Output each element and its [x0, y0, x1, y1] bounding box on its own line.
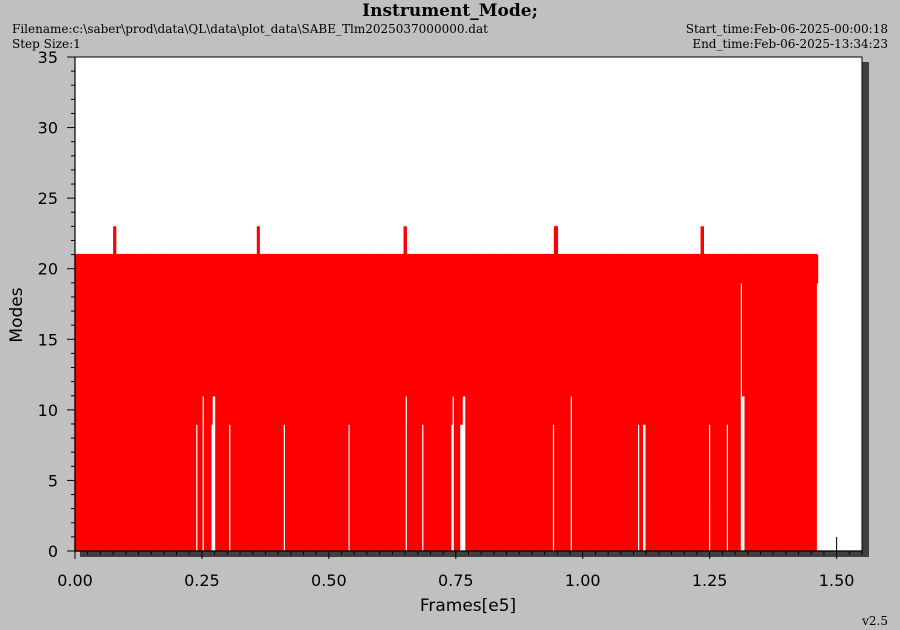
y-tick-label: 10: [38, 401, 58, 420]
chart-title: Instrument_Mode;: [362, 1, 538, 21]
series-line: [74, 225, 819, 552]
y-tick-label: 30: [38, 119, 58, 138]
series-peak-4: [700, 226, 704, 255]
x-axis-title: Frames[e5]: [420, 596, 516, 616]
axes-layer: 0.00 0.25 0.50 0.75 1.00 1.25 1.50 0 5 10 15 20 25 30…: [38, 48, 863, 590]
y-tick-label: 25: [38, 189, 58, 208]
y-tick-label: 15: [38, 330, 58, 349]
series-peak-3: [553, 226, 557, 255]
version-label: v2.5: [862, 614, 888, 628]
step-size-label: Step Size:1: [12, 37, 81, 51]
y-axis-title: Modes: [7, 287, 27, 342]
series-peak-0: [113, 226, 117, 255]
start-time-label: Start_time:Feb-06-2025-00:00:18: [685, 22, 888, 36]
series-peak-2: [403, 226, 407, 255]
x-tick-label: 1.00: [565, 571, 601, 590]
x-tick-label: 0.25: [184, 571, 220, 590]
y-tick-label: 5: [48, 471, 58, 490]
x-tick-label: 1.50: [819, 571, 855, 590]
y-tick-label: 35: [38, 48, 58, 67]
y-tick-label: 0: [48, 542, 58, 561]
x-tick-label: 1.25: [692, 571, 728, 590]
series-peak-1: [256, 226, 260, 255]
y-tick-label: 20: [38, 260, 58, 279]
end-time-label: End_time:Feb-06-2025-13:34:23: [692, 37, 888, 51]
series-layer: [74, 225, 838, 552]
x-tick-label: 0.75: [438, 571, 474, 590]
x-tick-label: 0.50: [311, 571, 347, 590]
filename-label: Filename:c:\saber\prod\data\QL\data\plot…: [12, 22, 488, 36]
x-tick-label: 0.00: [57, 571, 93, 590]
